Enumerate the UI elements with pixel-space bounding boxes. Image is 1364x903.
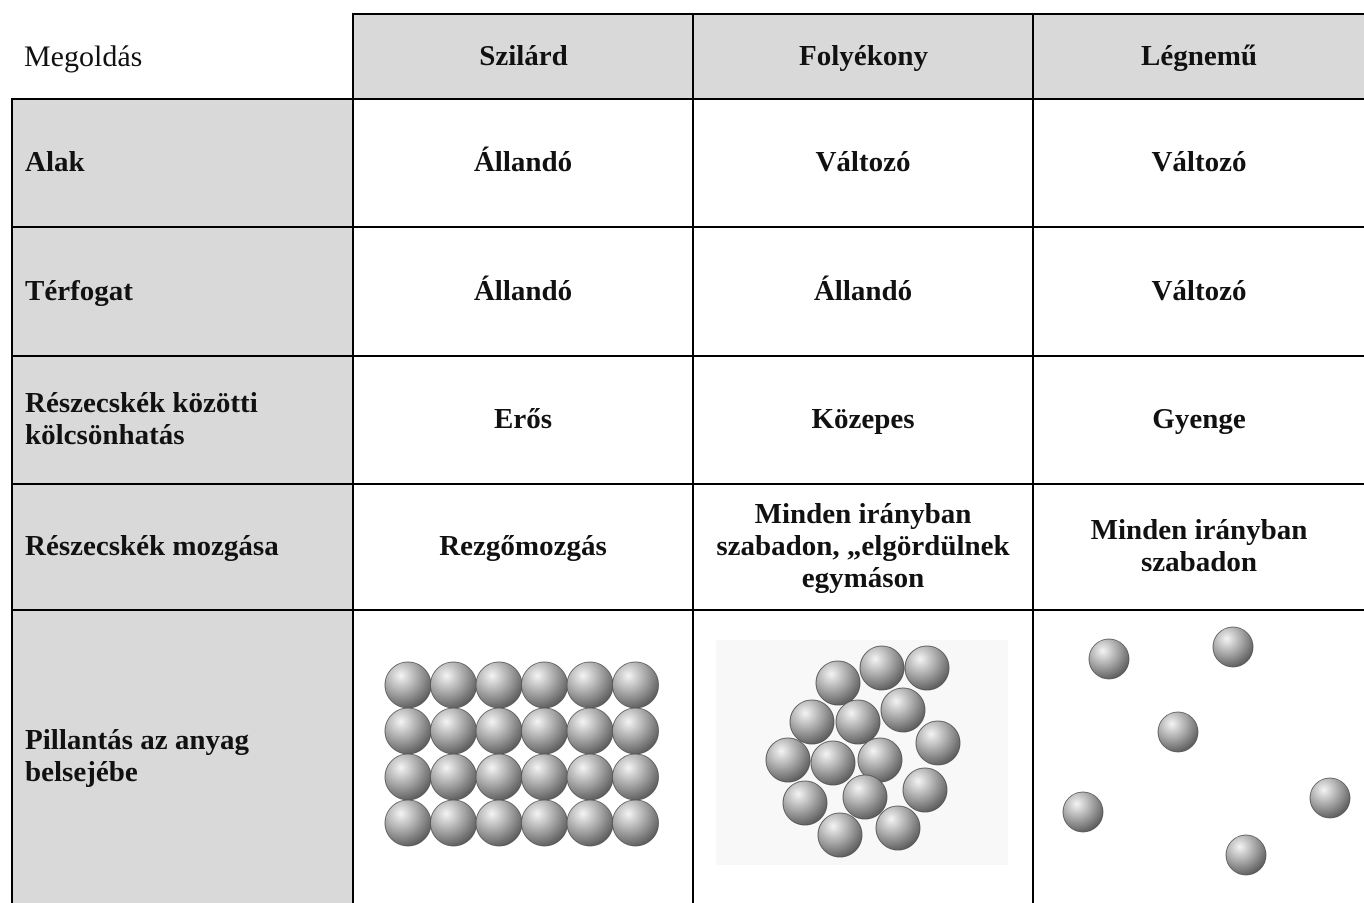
particle [842,774,888,820]
particle [1157,711,1199,753]
solid-particles [384,661,659,847]
particle [1309,777,1351,819]
corner-title: Megoldás [24,40,143,73]
row-label: Részecskék mozgása [11,483,354,611]
column-header: Légnemű [1032,13,1364,100]
table-cell [1032,609,1364,903]
particle [810,740,856,786]
particle [384,661,432,709]
table-cell: Közepes [692,355,1034,485]
particle [915,720,961,766]
particle [880,687,926,733]
particle [765,737,811,783]
particle [612,799,659,847]
particle [612,661,659,709]
table-cell: Minden irányban szabadon [1032,483,1364,611]
liquid-particles [765,645,961,858]
particle [1062,791,1104,833]
particle [902,767,948,813]
particle [475,799,523,847]
particle [521,753,568,801]
particle [875,805,921,851]
particle [1088,638,1130,680]
particle [475,753,523,801]
particle [782,780,828,826]
particle [475,661,523,709]
particle [815,660,861,706]
particle [789,699,835,745]
particle [566,753,614,801]
particle [384,707,432,755]
particle [566,661,614,709]
particle [566,707,614,755]
particle [1225,834,1267,876]
particle [430,753,477,801]
particle [817,812,863,858]
particle [521,799,568,847]
particle [430,799,477,847]
particle [835,699,881,745]
particle [384,799,432,847]
column-header: Szilárd [352,13,695,100]
row-label: Pillantás az anyag belsejébe [11,609,354,903]
particle [475,707,523,755]
row-label: Részecskék közötti kölcsönhatás [11,355,354,485]
particle [1212,626,1254,668]
particle [904,645,950,691]
particle [566,799,614,847]
particle [521,707,568,755]
table-cell: Minden irányban szabadon, „elgördülnek e… [692,483,1034,611]
particle [612,753,659,801]
particle [612,707,659,755]
particle [430,707,477,755]
particle [859,645,905,691]
particle [384,753,432,801]
particle [521,661,568,709]
row-label: Alak [11,98,354,228]
particle [430,661,477,709]
row-label: Térfogat [11,226,354,357]
gas-particles [1062,626,1351,876]
